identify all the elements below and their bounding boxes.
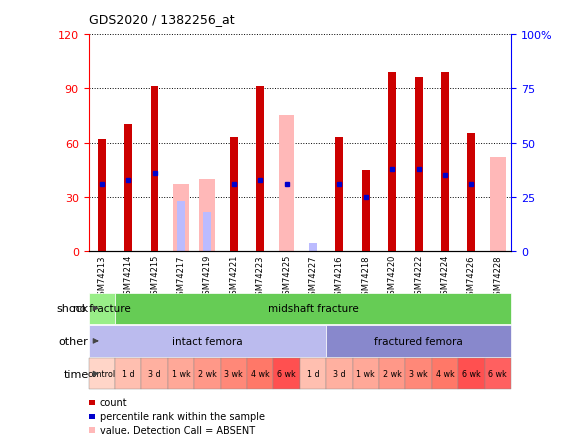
FancyBboxPatch shape <box>168 358 194 389</box>
Text: 1 d: 1 d <box>122 369 134 378</box>
Text: count: count <box>100 398 127 407</box>
Bar <box>388 72 396 252</box>
FancyBboxPatch shape <box>485 358 511 389</box>
Text: 1 wk: 1 wk <box>171 369 190 378</box>
Text: 6 wk: 6 wk <box>277 369 296 378</box>
FancyBboxPatch shape <box>89 326 326 357</box>
Text: 3 wk: 3 wk <box>224 369 243 378</box>
Text: control: control <box>87 369 116 378</box>
Bar <box>89 400 95 405</box>
Bar <box>309 243 317 252</box>
Bar <box>230 138 238 252</box>
FancyBboxPatch shape <box>274 358 300 389</box>
Bar <box>256 87 264 252</box>
Bar <box>415 78 423 252</box>
Text: 4 wk: 4 wk <box>251 369 270 378</box>
Text: percentile rank within the sample: percentile rank within the sample <box>100 411 265 421</box>
Bar <box>362 171 370 252</box>
FancyBboxPatch shape <box>115 358 142 389</box>
FancyBboxPatch shape <box>458 358 485 389</box>
Bar <box>89 427 95 433</box>
Bar <box>98 140 106 252</box>
Text: 1 wk: 1 wk <box>356 369 375 378</box>
Text: no fracture: no fracture <box>73 304 131 313</box>
FancyBboxPatch shape <box>326 358 352 389</box>
Bar <box>89 414 95 419</box>
Text: shock: shock <box>57 304 89 313</box>
Text: time: time <box>63 369 89 378</box>
Text: intact femora: intact femora <box>172 336 243 346</box>
Text: 3 wk: 3 wk <box>409 369 428 378</box>
Bar <box>151 87 159 252</box>
Text: value, Detection Call = ABSENT: value, Detection Call = ABSENT <box>100 425 255 434</box>
Bar <box>279 116 295 252</box>
Text: other: other <box>59 336 89 346</box>
Bar <box>203 213 211 252</box>
Text: 6 wk: 6 wk <box>488 369 507 378</box>
Text: GDS2020 / 1382256_at: GDS2020 / 1382256_at <box>89 13 234 26</box>
Bar <box>490 158 506 252</box>
Text: 6 wk: 6 wk <box>462 369 481 378</box>
FancyBboxPatch shape <box>300 358 326 389</box>
FancyBboxPatch shape <box>115 293 511 324</box>
Text: 2 wk: 2 wk <box>383 369 401 378</box>
Text: 2 wk: 2 wk <box>198 369 217 378</box>
FancyBboxPatch shape <box>247 358 274 389</box>
Bar <box>177 202 185 252</box>
Text: 3 d: 3 d <box>333 369 345 378</box>
Text: fractured femora: fractured femora <box>374 336 463 346</box>
FancyBboxPatch shape <box>194 358 220 389</box>
Bar <box>199 179 215 252</box>
FancyBboxPatch shape <box>89 358 115 389</box>
Bar <box>173 185 189 252</box>
FancyBboxPatch shape <box>220 358 247 389</box>
Bar <box>124 125 132 252</box>
Bar <box>335 138 343 252</box>
FancyBboxPatch shape <box>352 358 379 389</box>
Text: midshaft fracture: midshaft fracture <box>268 304 359 313</box>
FancyBboxPatch shape <box>89 293 115 324</box>
FancyBboxPatch shape <box>432 358 458 389</box>
Text: 3 d: 3 d <box>148 369 161 378</box>
FancyBboxPatch shape <box>379 358 405 389</box>
Text: 1 d: 1 d <box>307 369 319 378</box>
FancyBboxPatch shape <box>326 326 511 357</box>
Bar <box>468 134 476 252</box>
FancyBboxPatch shape <box>405 358 432 389</box>
Bar <box>441 72 449 252</box>
Text: 4 wk: 4 wk <box>436 369 455 378</box>
FancyBboxPatch shape <box>142 358 168 389</box>
